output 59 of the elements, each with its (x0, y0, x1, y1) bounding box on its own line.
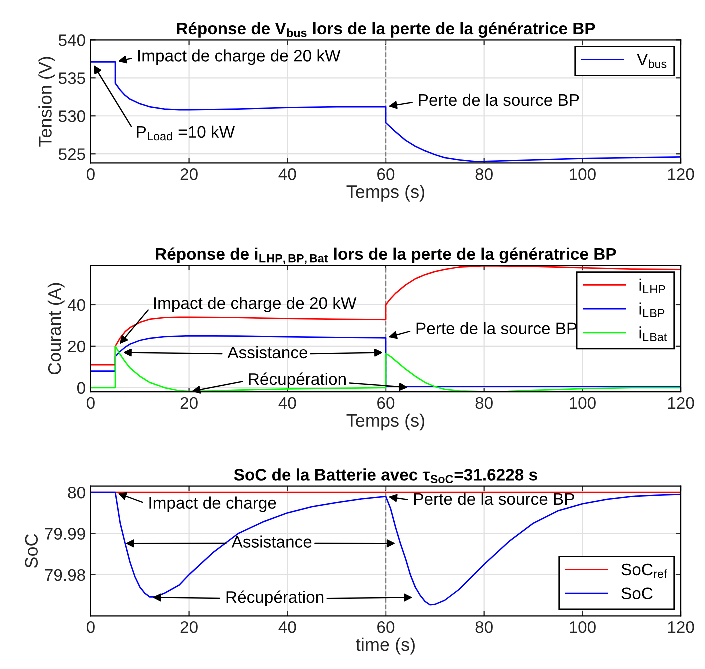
y-axis-title: Tension (V) (38, 57, 56, 147)
chart-title: Réponse de V$_{bus}$ lors de la perte de la génératrice BP (177, 22, 596, 38)
x-tick-label: 40 (278, 621, 296, 634)
y-tick-label: 530 (58, 110, 86, 122)
x-tick-label: 60 (378, 621, 395, 634)
annotation: Perte de la source BP (419, 94, 580, 106)
annotation: Assistance (228, 346, 308, 359)
x-tick-label: 0 (86, 168, 95, 180)
x-tick-label: 100 (570, 397, 596, 410)
chart-title: SoC de la Batterie avec τ$_{SoC}$=31.6228 s (234, 468, 538, 484)
chart-title: Réponse de i$_{LHP,BP,Bat}$ lors de la perte de la génératrice BP (156, 248, 616, 264)
x-axis-title: Temps (s) (346, 185, 424, 202)
line-series (90, 335, 682, 388)
annotation: Assistance (232, 536, 312, 548)
y-tick-label: 79.98 (45, 569, 86, 582)
y-tick-label: 535 (58, 72, 86, 84)
x-tick-label: 20 (180, 168, 198, 180)
legend-label: SoC$_{ref}$ (622, 564, 668, 578)
x-tick-label: 100 (570, 168, 596, 180)
x-tick-label: 120 (668, 168, 694, 180)
y-axis-title: SoC (25, 534, 38, 568)
x-tick-label: 20 (180, 397, 198, 410)
x-tick-label: 0 (86, 621, 95, 634)
x-tick-label: 40 (278, 397, 296, 410)
legend-label: i$_{LBP}$ (640, 302, 665, 318)
x-axis-title: Temps (s) (346, 414, 424, 431)
x-tick-label: 80 (476, 621, 493, 634)
x-tick-label: 60 (378, 397, 395, 410)
x-axis-title: time (s) (356, 638, 415, 655)
annotation: Perte de la source BP (414, 492, 574, 506)
y-tick-label: 540 (58, 34, 86, 46)
y-tick-label: 40 (68, 299, 86, 312)
line-series (90, 492, 682, 606)
x-tick-label: 100 (570, 621, 596, 634)
legend-label: i$_{LHP}$ (640, 278, 666, 294)
annotation: P$_{Load}$ =10 kW (137, 126, 235, 141)
y-tick-label: 20 (68, 340, 86, 353)
y-tick-label: 525 (58, 148, 86, 160)
x-tick-label: 120 (668, 621, 694, 634)
y-axis-title: Courant (A) (48, 283, 65, 375)
x-tick-label: 40 (278, 168, 296, 180)
x-tick-label: 0 (86, 397, 95, 410)
x-tick-label: 80 (476, 397, 493, 410)
annotation: Impact de charge de 20 kW (138, 50, 341, 66)
x-tick-label: 120 (668, 397, 694, 410)
annotation: Perte de la source BP (416, 322, 577, 335)
annotation: Récupération (249, 372, 346, 389)
y-tick-label: 80 (68, 486, 86, 499)
legend-label: i$_{LBat}$ (640, 326, 668, 342)
x-tick-label: 20 (180, 621, 198, 634)
y-tick-label: 0 (77, 382, 86, 394)
legend-label: V$_{bus}$ (637, 54, 667, 68)
annotation: Récupération (226, 590, 324, 606)
legend-label: SoC (622, 588, 653, 600)
annotation: Impact de charge (150, 496, 276, 512)
x-tick-label: 80 (476, 168, 493, 180)
x-tick-label: 60 (378, 168, 395, 180)
annotation: Impact de charge de 20 kW (154, 297, 357, 313)
y-tick-label: 79.99 (45, 528, 86, 540)
